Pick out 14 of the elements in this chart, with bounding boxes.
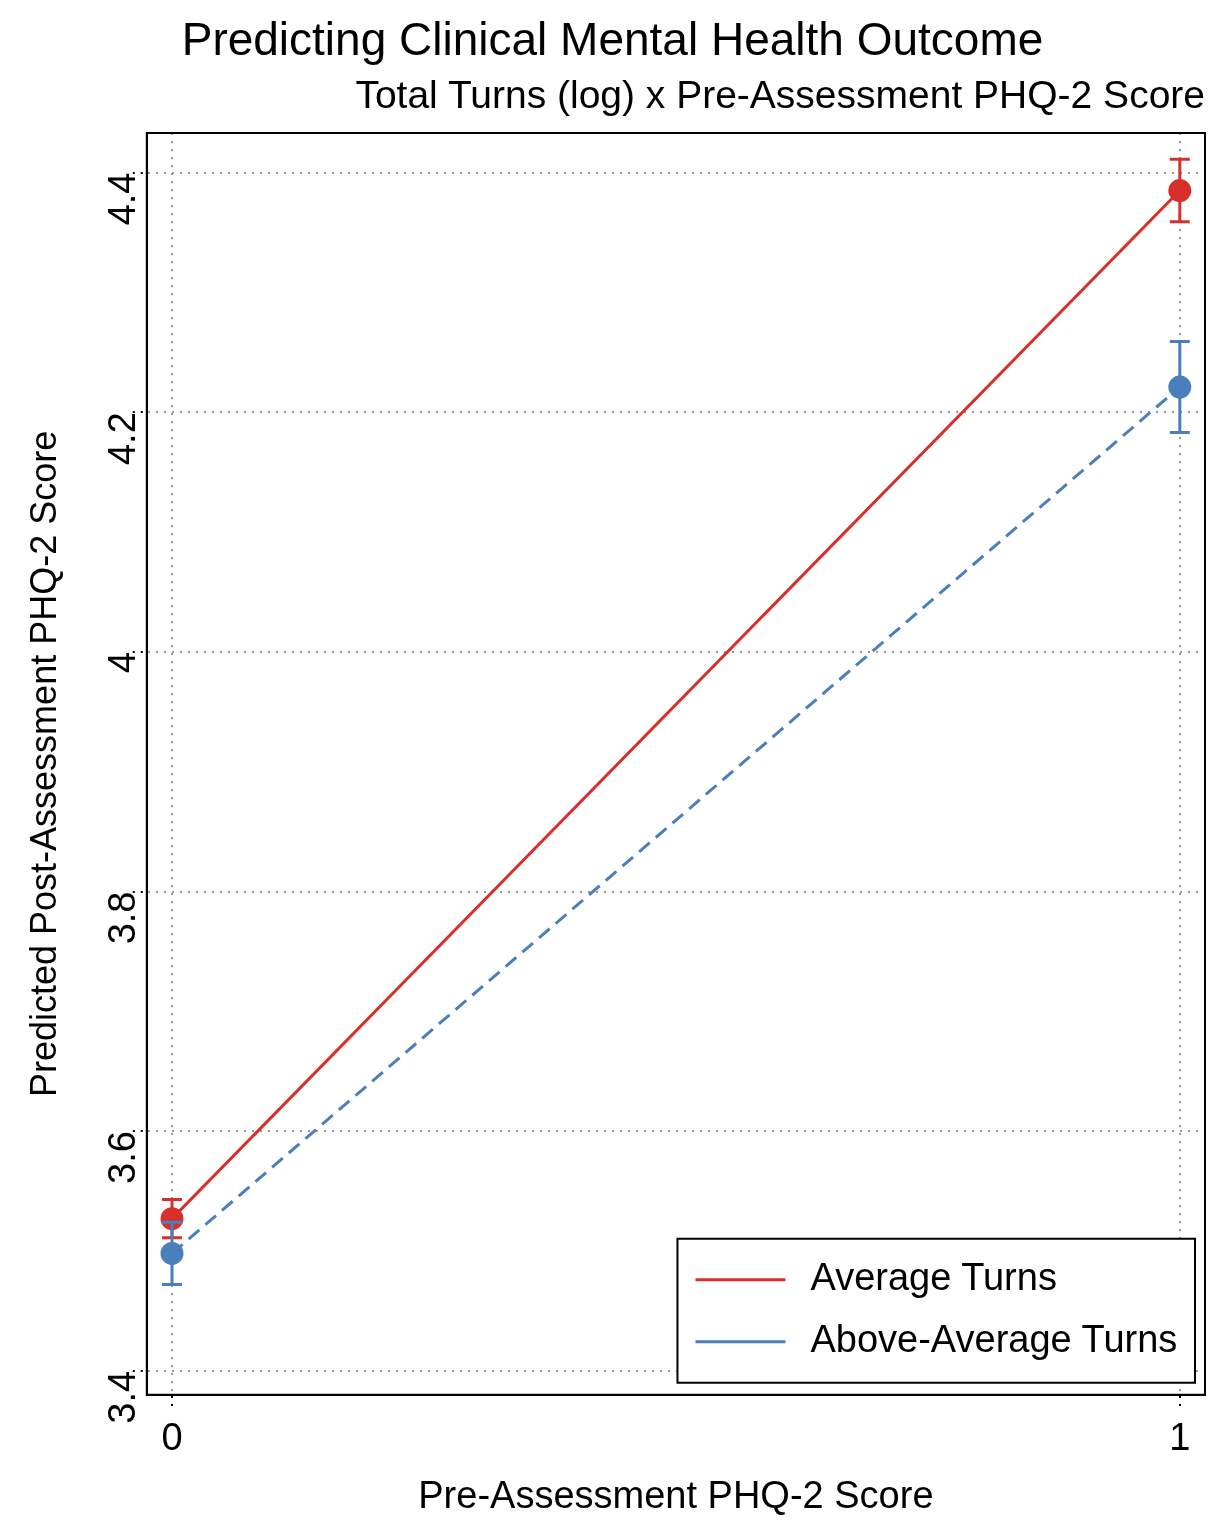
legend-label: Above-Average Turns (810, 1318, 1178, 1361)
y-tick-label: 4.2 (101, 412, 144, 466)
x-tick-label: 0 (161, 1416, 183, 1459)
y-tick-label: 3.6 (101, 1131, 144, 1184)
y-tick-label: 4.4 (101, 172, 144, 226)
chart-title: Predicting Clinical Mental Health Outcome (181, 13, 1044, 66)
chart-subtitle: Total Turns (log) x Pre-Assessment PHQ-2 Score (355, 73, 1205, 117)
y-axis-title: Predicted Post-Assessment PHQ-2 Score (22, 430, 64, 1098)
y-tick-label: 3.4 (101, 1370, 144, 1424)
x-tick-label: 1 (1169, 1416, 1191, 1459)
legend-label: Average Turns (810, 1256, 1057, 1299)
y-tick-label: 4 (101, 651, 144, 673)
x-axis-title: Pre-Assessment PHQ-2 Score (418, 1473, 934, 1516)
y-tick-label: 3.8 (101, 891, 144, 945)
